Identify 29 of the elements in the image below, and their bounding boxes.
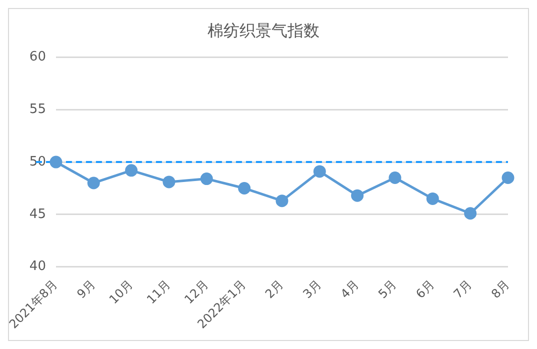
chart-title: 棉纺织景气指数: [208, 20, 320, 40]
point: [50, 156, 62, 168]
point: [502, 172, 514, 184]
point: [162, 176, 176, 188]
point: [87, 176, 100, 190]
x-tick-label: 4月: [338, 277, 362, 302]
x-tick-label: 10月: [106, 277, 136, 307]
x-tick-label: 11月: [144, 277, 174, 307]
point: [464, 207, 477, 220]
x-tick-label: 7月: [450, 277, 475, 302]
y-tick-label: 55: [29, 102, 46, 117]
x-tick-label: 3月: [300, 277, 324, 302]
x-tick-label: 2月: [262, 277, 286, 302]
point: [238, 182, 251, 194]
point: [388, 172, 402, 184]
y-tick-label: 40: [29, 259, 46, 274]
x-tick-label: 8月: [488, 277, 512, 302]
point: [426, 192, 439, 205]
point: [276, 194, 288, 208]
point: [351, 189, 364, 202]
point: [313, 165, 326, 178]
x-tick-label: 9月: [74, 277, 98, 302]
x-tick-label: 5月: [376, 277, 400, 302]
y-tick-label: 60: [29, 50, 46, 65]
x-tick-label: 12月: [182, 277, 211, 307]
x-tick-label: 6月: [413, 277, 437, 302]
point: [200, 172, 213, 186]
y-tick-label: 45: [29, 206, 46, 222]
point: [125, 164, 138, 177]
